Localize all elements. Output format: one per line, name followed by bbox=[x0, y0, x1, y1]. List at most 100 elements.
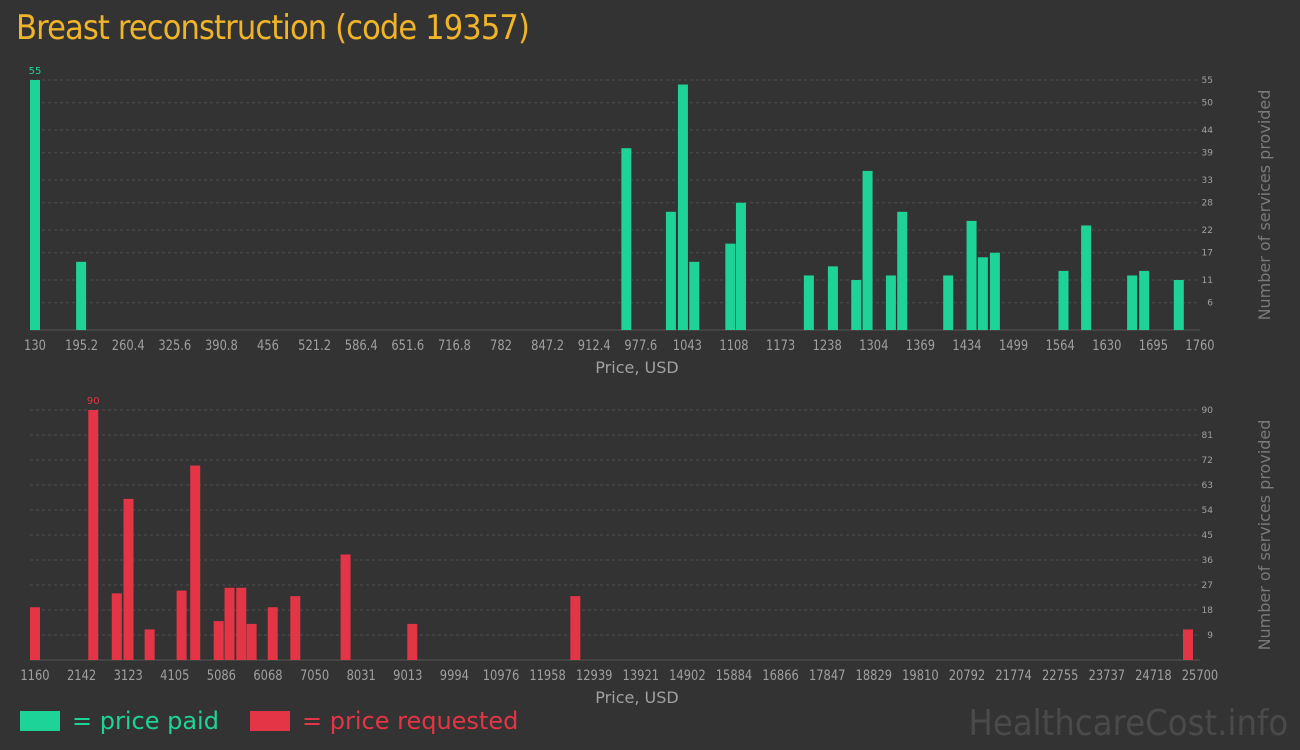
legend: = price paid bbox=[20, 703, 219, 739]
x-tick-label: 912.4 bbox=[578, 338, 611, 354]
bar bbox=[267, 607, 278, 660]
bar bbox=[570, 596, 581, 660]
x-tick-label: 7050 bbox=[300, 668, 329, 684]
bar bbox=[123, 498, 134, 660]
watermark: HealthcareCost.info bbox=[968, 703, 1288, 744]
x-tick-label: 1564 bbox=[1046, 338, 1075, 354]
x-axis-title: Price, USD bbox=[595, 358, 678, 377]
y-tick-label: 44 bbox=[1202, 126, 1214, 136]
bar bbox=[966, 220, 977, 330]
y-tick-label: 72 bbox=[1202, 456, 1213, 466]
x-tick-label: 390.8 bbox=[205, 338, 238, 354]
y-tick-label: 63 bbox=[1202, 481, 1213, 491]
y-tick-label: 33 bbox=[1202, 176, 1213, 186]
bar bbox=[30, 607, 40, 660]
bar bbox=[76, 261, 87, 330]
x-tick-label: 1695 bbox=[1139, 338, 1168, 354]
bar bbox=[827, 266, 838, 330]
x-tick-label: 195.2 bbox=[65, 338, 98, 354]
bar bbox=[144, 629, 155, 660]
bar bbox=[1081, 225, 1092, 330]
y-tick-label: 81 bbox=[1202, 431, 1213, 441]
y-tick-label: 55 bbox=[1202, 76, 1213, 86]
bar bbox=[803, 275, 814, 330]
y-tick-label: 28 bbox=[1202, 199, 1214, 209]
bar bbox=[977, 257, 988, 330]
y-tick-label: 54 bbox=[1202, 506, 1214, 516]
legend-paid-swatch bbox=[20, 711, 60, 731]
x-tick-label: 130 bbox=[24, 338, 46, 354]
x-tick-label: 782 bbox=[490, 338, 512, 354]
y-tick-label: 50 bbox=[1202, 99, 1214, 109]
bar bbox=[1058, 270, 1069, 330]
y-tick-label: 45 bbox=[1202, 531, 1213, 541]
legend-requested-label: = price requested bbox=[302, 707, 519, 735]
x-tick-label: 716.8 bbox=[438, 338, 471, 354]
y-tick-label: 17 bbox=[1202, 249, 1213, 259]
bar bbox=[735, 202, 746, 330]
y-tick-label: 39 bbox=[1202, 149, 1214, 159]
x-tick-label: 13921 bbox=[623, 668, 660, 684]
y-tick-label: 22 bbox=[1202, 226, 1213, 236]
x-axis-title: Price, USD bbox=[595, 688, 678, 707]
y-tick-label: 18 bbox=[1202, 606, 1214, 616]
x-tick-label: 15884 bbox=[716, 668, 753, 684]
x-tick-label: 21774 bbox=[995, 668, 1032, 684]
x-tick-label: 847.2 bbox=[531, 338, 564, 354]
x-tick-label: 24718 bbox=[1135, 668, 1172, 684]
x-tick-label: 1499 bbox=[999, 338, 1028, 354]
x-tick-label: 20792 bbox=[949, 668, 986, 684]
price-paid-chart: 55 50 44 39 33 28 22 17 11 6 130 195.2 260.4 325.6 390… bbox=[24, 66, 1274, 377]
x-tick-label: 11958 bbox=[529, 668, 566, 684]
bar bbox=[190, 465, 201, 660]
x-tick-label: 5086 bbox=[207, 668, 236, 684]
bar bbox=[340, 554, 351, 660]
bar bbox=[621, 148, 632, 330]
page-title: Breast reconstruction (code 19357) bbox=[16, 8, 530, 48]
x-tick-label: 14902 bbox=[669, 668, 706, 684]
x-tick-label: 1238 bbox=[813, 338, 842, 354]
x-tick-label: 17847 bbox=[809, 668, 846, 684]
bar bbox=[677, 84, 688, 330]
bar bbox=[213, 621, 224, 660]
x-tick-label: 1304 bbox=[859, 338, 888, 354]
y-tick-label: 36 bbox=[1202, 556, 1214, 566]
bar bbox=[1127, 275, 1138, 330]
x-tick-label: 456 bbox=[257, 338, 279, 354]
x-tick-label: 1630 bbox=[1092, 338, 1121, 354]
bar bbox=[1173, 280, 1184, 330]
x-tick-label: 10976 bbox=[483, 668, 520, 684]
bar bbox=[862, 170, 873, 330]
x-tick-label: 1043 bbox=[673, 338, 702, 354]
x-tick-label: 521.2 bbox=[298, 338, 331, 354]
bar bbox=[943, 275, 954, 330]
bar bbox=[236, 587, 247, 660]
bar bbox=[30, 80, 40, 330]
x-tick-label: 8031 bbox=[347, 668, 376, 684]
x-tick-label: 1434 bbox=[952, 338, 981, 354]
legend-requested: = price requested bbox=[250, 703, 518, 739]
y-tick-label: 11 bbox=[1202, 276, 1213, 286]
price-requested-chart: 90 81 72 63 54 45 36 27 18 9 1160 2142 3123 4105 5086 6… bbox=[20, 396, 1274, 707]
x-tick-label: 3123 bbox=[114, 668, 143, 684]
x-tick-label: 18829 bbox=[856, 668, 893, 684]
peak-label: 90 bbox=[87, 396, 100, 407]
x-tick-label: 9994 bbox=[440, 668, 469, 684]
bar bbox=[1183, 629, 1193, 660]
x-tick-label: 22755 bbox=[1042, 668, 1079, 684]
bar bbox=[851, 280, 862, 330]
x-tick-label: 586.4 bbox=[345, 338, 378, 354]
x-tick-label: 19810 bbox=[902, 668, 939, 684]
y-tick-label: 27 bbox=[1202, 581, 1213, 591]
x-tick-label: 1760 bbox=[1185, 338, 1214, 354]
x-tick-label: 1369 bbox=[906, 338, 935, 354]
x-tick-label: 16866 bbox=[762, 668, 799, 684]
bar bbox=[989, 252, 1000, 330]
legend-paid-label: = price paid bbox=[72, 707, 219, 735]
y-tick-label: 90 bbox=[1202, 406, 1214, 416]
x-tick-label: 977.6 bbox=[624, 338, 657, 354]
y-axis-title: Number of services provided bbox=[1255, 420, 1274, 651]
x-tick-label: 651.6 bbox=[391, 338, 424, 354]
x-tick-label: 2142 bbox=[67, 668, 96, 684]
bar bbox=[689, 261, 700, 330]
